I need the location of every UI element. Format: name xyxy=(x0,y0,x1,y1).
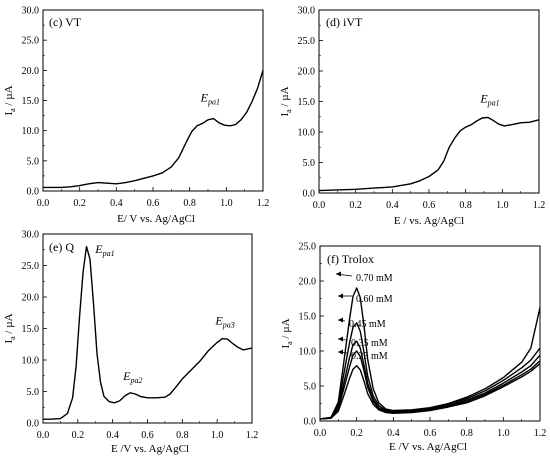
y-tick-label: 15.0 xyxy=(22,324,40,335)
peak-annotation: Epa1 xyxy=(200,91,220,107)
x-tick-label: 0.6 xyxy=(424,428,437,439)
concentration-label: 0.70 mM xyxy=(356,273,393,284)
arrow-head xyxy=(338,336,343,342)
arrow-head xyxy=(338,349,343,355)
y-tick-label: 0.0 xyxy=(27,419,40,430)
y-tick-label: 25.0 xyxy=(299,242,317,253)
x-tick-label: 0.4 xyxy=(110,198,123,209)
y-tick-label: 0.0 xyxy=(303,189,316,200)
concentration-label: 0.45 mM xyxy=(349,319,386,330)
x-tick-label: 0.8 xyxy=(183,198,196,209)
y-tick-label: 10.0 xyxy=(298,128,316,139)
x-tick-label: 1.2 xyxy=(257,198,270,209)
x-tick-label: 0.4 xyxy=(387,428,400,439)
x-tick-label: 0.6 xyxy=(141,430,154,441)
panel-4: 0.0 0.2 0.4 0.6 0.8 1.0 1.2 0.0 5.0 10.0 15.0 20.0 2… xyxy=(280,242,546,454)
y-tick-label: 30.0 xyxy=(22,230,40,241)
y-tick-label: 10.0 xyxy=(299,347,317,358)
plot-frame xyxy=(318,9,540,194)
panel-label: (d) iVT xyxy=(326,15,363,29)
x-tick-label: 1.0 xyxy=(211,430,224,441)
y-axis-label: Ia / µA xyxy=(279,86,293,116)
panel-3: 0.0 0.2 0.4 0.6 0.8 1.0 1.2 0.0 5.0 10.0 15.0 20.0 2… xyxy=(3,230,258,456)
y-tick-label: 15.0 xyxy=(22,96,40,107)
arrow-head xyxy=(338,293,343,299)
series-line-3 xyxy=(319,340,541,420)
x-tick-label: 0.4 xyxy=(106,430,119,441)
x-tick-label: 0.0 xyxy=(314,428,327,439)
plot-frame xyxy=(42,233,253,424)
x-tick-label: 0.8 xyxy=(460,428,473,439)
y-tick-label: 10.0 xyxy=(22,356,40,367)
panel-label: (e) Q xyxy=(49,240,74,254)
x-tick-label: 0.2 xyxy=(72,430,85,441)
y-tick-label: 20.0 xyxy=(22,293,40,304)
series-line-4 xyxy=(319,322,541,420)
series-line-1 xyxy=(319,363,541,420)
series-line-1 xyxy=(318,116,540,192)
y-tick-label: 30.0 xyxy=(298,6,316,17)
y-tick-label: 20.0 xyxy=(22,66,40,77)
x-axis-label: E / vs. Ag/AgCl xyxy=(394,215,464,227)
x-tick-label: 0.0 xyxy=(37,198,50,209)
concentration-label: 0.60 mM xyxy=(356,294,393,305)
x-tick-label: 0.8 xyxy=(176,430,189,441)
y-tick-label: 30.0 xyxy=(22,6,40,17)
y-tick-label: 0.0 xyxy=(304,417,317,428)
plot-frame xyxy=(319,245,541,422)
x-tick-label: 0.0 xyxy=(313,200,326,211)
y-axis-label: Ia / µA xyxy=(3,85,17,115)
concentration-label: 0.25 mM xyxy=(351,351,388,362)
peak-annotation: Epa1 xyxy=(479,92,499,108)
x-axis-label: E /V vs. Ag/AgCl xyxy=(389,441,467,453)
arrow-head xyxy=(338,317,343,323)
y-tick-label: 0.0 xyxy=(27,187,40,198)
x-axis-label: E/ V vs. Ag/AgCl xyxy=(117,213,195,225)
x-tick-label: 0.2 xyxy=(350,428,363,439)
peak-annotation: Epa1 xyxy=(94,242,114,258)
y-tick-label: 10.0 xyxy=(22,126,40,137)
peak-annotation: Epa3 xyxy=(214,314,234,330)
x-tick-label: 0.4 xyxy=(386,200,399,211)
concentration-label: 0.35 mM xyxy=(351,338,388,349)
x-tick-label: 0.2 xyxy=(73,198,86,209)
panel-1: 0.0 0.2 0.4 0.6 0.8 1.0 1.2 0.0 5.0 10.0 15.0 20.0 2… xyxy=(3,6,269,226)
x-tick-label: 1.2 xyxy=(246,430,259,441)
arrow-head xyxy=(336,271,341,277)
y-axis-label: Ia / µA xyxy=(3,313,17,343)
x-axis-label: E /V vs. Ag/AgCl xyxy=(111,443,189,455)
y-axis-label: Ia / µA xyxy=(280,318,294,348)
y-tick-label: 25.0 xyxy=(22,36,40,47)
series-line-5 xyxy=(319,287,541,420)
x-tick-label: 0.2 xyxy=(349,200,362,211)
x-tick-label: 0.0 xyxy=(37,430,50,441)
y-tick-label: 5.0 xyxy=(27,156,40,167)
panel-label: (c) VT xyxy=(49,15,82,29)
series-line-1 xyxy=(43,70,264,189)
y-tick-label: 25.0 xyxy=(298,36,316,47)
y-tick-label: 20.0 xyxy=(298,67,316,78)
x-tick-label: 1.0 xyxy=(220,198,233,209)
panel-label: (f) Trolox xyxy=(327,252,374,266)
x-tick-label: 0.8 xyxy=(459,200,472,211)
x-tick-label: 1.2 xyxy=(534,428,547,439)
y-tick-label: 5.0 xyxy=(27,387,40,398)
x-tick-label: 0.6 xyxy=(147,198,160,209)
y-tick-label: 5.0 xyxy=(304,382,317,393)
x-tick-label: 1.0 xyxy=(497,428,510,439)
x-tick-label: 0.6 xyxy=(423,200,436,211)
y-tick-label: 25.0 xyxy=(22,261,40,272)
y-tick-label: 20.0 xyxy=(299,277,317,288)
plot-frame xyxy=(42,9,264,192)
x-tick-label: 1.0 xyxy=(496,200,509,211)
series-line-1 xyxy=(43,245,253,420)
y-tick-label: 15.0 xyxy=(298,97,316,108)
y-tick-label: 5.0 xyxy=(303,158,316,169)
panel-2: 0.0 0.2 0.4 0.6 0.8 1.0 1.2 0.0 5.0 10.0 15.0 20.0 2… xyxy=(279,6,545,228)
y-tick-label: 15.0 xyxy=(299,312,317,323)
x-tick-label: 1.2 xyxy=(533,200,546,211)
peak-annotation: Epa2 xyxy=(122,369,142,385)
